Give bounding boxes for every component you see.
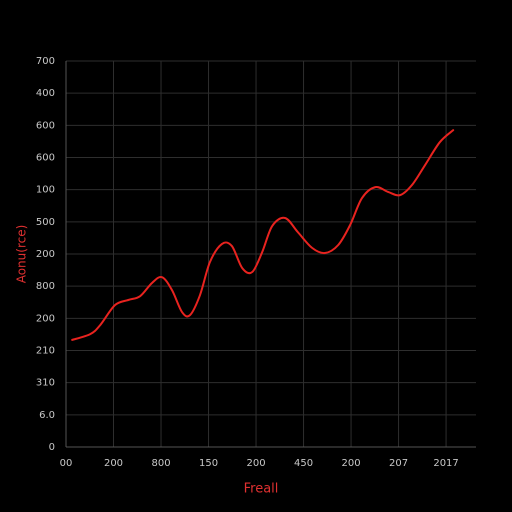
x-tick-label: 450 bbox=[294, 458, 313, 469]
y-tick-label: 200 bbox=[36, 249, 55, 260]
y-tick-label: 700 bbox=[36, 56, 55, 67]
x-tick-label: 00 bbox=[60, 458, 73, 469]
x-tick-label: 200 bbox=[246, 458, 265, 469]
x-axis-label: Freall bbox=[244, 482, 279, 497]
x-tick-label: 200 bbox=[342, 458, 361, 469]
y-tick-label: 6.0 bbox=[39, 410, 55, 421]
y-tick-label: 500 bbox=[36, 217, 55, 228]
x-tick-label: 2017 bbox=[433, 458, 458, 469]
y-tick-label: 0 bbox=[49, 442, 55, 453]
data-line bbox=[71, 129, 455, 341]
x-tick-label: 207 bbox=[389, 458, 408, 469]
y-tick-label: 600 bbox=[36, 153, 55, 164]
y-tick-label: 400 bbox=[36, 88, 55, 99]
x-tick-label: 200 bbox=[104, 458, 123, 469]
x-tick-label: 150 bbox=[199, 458, 218, 469]
y-tick-label: 210 bbox=[36, 346, 55, 357]
y-axis-label: Aonu(rce) bbox=[15, 225, 29, 284]
y-tick-label: 310 bbox=[36, 378, 55, 389]
y-tick-label: 100 bbox=[36, 185, 55, 196]
x-tick-label: 800 bbox=[151, 458, 170, 469]
y-tick-label: 800 bbox=[36, 281, 55, 292]
y-tick-label: 200 bbox=[36, 313, 55, 324]
y-tick-label: 600 bbox=[36, 120, 55, 131]
